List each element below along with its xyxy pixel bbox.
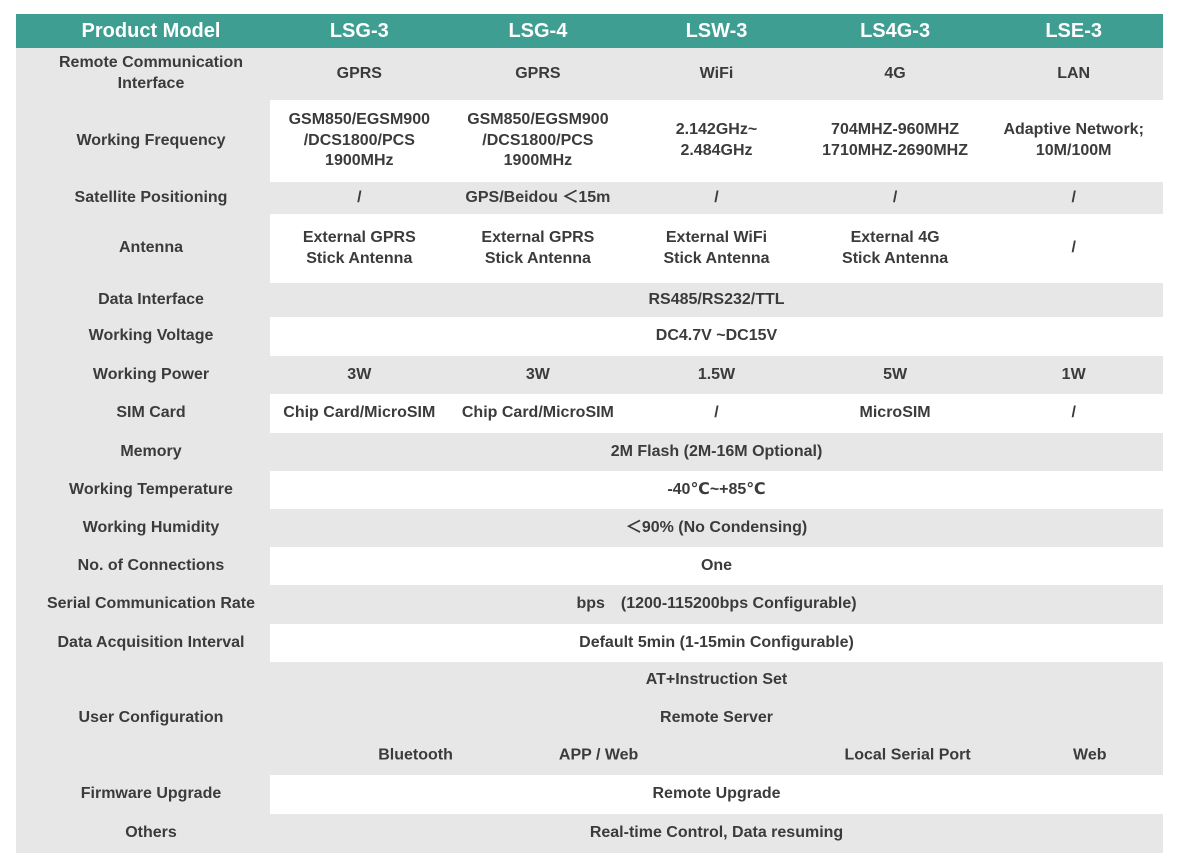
- product-spec-table: Product Model LSG-3 LSG-4 LSW-3 LS4G-3 L…: [16, 14, 1163, 853]
- value-interface-ls4g3: 4G: [884, 64, 906, 82]
- label-memory: Memory: [16, 433, 270, 471]
- value-frequency-lse3: Adaptive Network; 10M/100M: [1003, 121, 1144, 159]
- value-working-temperature: -40℃~+85℃: [667, 480, 766, 498]
- value-user-config-local-serial-port: Local Serial Port: [844, 746, 971, 764]
- label-data-acquisition-interval: Data Acquisition Interval: [16, 624, 270, 662]
- value-sim-ls4g3: MicroSIM: [859, 404, 931, 422]
- header-model-lse3: LSE-3: [1045, 20, 1103, 42]
- row-sim-card: SIM Card Chip Card/MicroSIM Chip Card/Mi…: [16, 394, 1163, 433]
- value-user-config-bluetooth: Bluetooth: [378, 746, 453, 764]
- value-antenna-lse3: /: [1071, 239, 1076, 257]
- value-sim-lsg4: Chip Card/MicroSIM: [461, 404, 614, 422]
- label-satellite-positioning: Satellite Positioning: [16, 182, 270, 214]
- label-working-voltage: Working Voltage: [16, 317, 270, 356]
- label-no-of-connections: No. of Connections: [16, 547, 270, 585]
- value-interface-lsg3: GPRS: [336, 64, 382, 82]
- row-remote-communication-interface: Remote Communication Interface GPRS GPRS…: [16, 48, 1163, 100]
- value-no-of-connections: One: [700, 556, 733, 574]
- value-interface-lsg4: GPRS: [515, 64, 561, 82]
- row-serial-communication-rate: Serial Communication Rate bps (1200-1152…: [16, 585, 1163, 624]
- label-working-temperature: Working Temperature: [16, 471, 270, 509]
- value-memory: 2M Flash (2M-16M Optional): [610, 442, 823, 460]
- value-data-acquisition-interval: Default 5min (1-15min Configurable): [579, 633, 854, 651]
- label-data-interface: Data Interface: [16, 283, 270, 317]
- label-working-power: Working Power: [16, 356, 270, 394]
- row-user-configuration: User Configuration AT+Instruction Set Re…: [16, 662, 1163, 775]
- value-user-config-at-instruction-set: AT+Instruction Set: [645, 671, 788, 689]
- value-antenna-lsg3: External GPRS Stick Antenna: [302, 228, 416, 267]
- value-user-config-app-web: APP / Web: [558, 746, 639, 764]
- row-data-acquisition-interval: Data Acquisition Interval Default 5min (…: [16, 624, 1163, 662]
- value-power-lsg4: 3W: [525, 365, 550, 383]
- row-working-humidity: Working Humidity ＜90% (No Condensing): [16, 509, 1163, 547]
- label-remote-communication-interface: Remote Communication Interface: [16, 48, 270, 100]
- label-sim-card: SIM Card: [16, 394, 270, 433]
- row-firmware-upgrade: Firmware Upgrade Remote Upgrade: [16, 775, 1163, 814]
- value-satellite-ls4g3: /: [892, 188, 898, 206]
- header-model-lsg4: LSG-4: [508, 20, 568, 42]
- header-product-model: Product Model: [81, 20, 221, 42]
- value-serial-communication-rate: bps (1200-115200bps Configurable): [576, 595, 857, 613]
- row-satellite-positioning: Satellite Positioning / GPS/Beidou ＜15m …: [16, 182, 1163, 214]
- value-data-interface: RS485/RS232/TTL: [648, 290, 785, 308]
- row-working-frequency: Working Frequency GSM850/EGSM900 /DCS180…: [16, 100, 1163, 182]
- label-serial-communication-rate: Serial Communication Rate: [16, 585, 270, 624]
- row-working-temperature: Working Temperature -40℃~+85℃: [16, 471, 1163, 509]
- label-firmware-upgrade: Firmware Upgrade: [16, 775, 270, 814]
- value-satellite-lsg3: /: [357, 188, 362, 206]
- header-model-lsg3: LSG-3: [329, 20, 389, 42]
- row-antenna: Antenna External GPRS Stick Antenna Exte…: [16, 214, 1163, 283]
- value-satellite-lsw3: /: [714, 188, 719, 206]
- label-antenna: Antenna: [16, 214, 270, 283]
- value-power-ls4g3: 5W: [883, 365, 908, 383]
- header-model-ls4g3: LS4G-3: [860, 20, 931, 42]
- value-power-lsg3: 3W: [347, 365, 372, 383]
- value-user-config-web: Web: [1073, 746, 1107, 764]
- label-working-frequency: Working Frequency: [16, 100, 270, 182]
- header-model-lsw3: LSW-3: [685, 20, 748, 42]
- value-sim-lse3: /: [1071, 404, 1076, 422]
- value-sim-lsw3: /: [714, 404, 719, 422]
- value-frequency-lsg3: GSM850/EGSM900 /DCS1800/PCS 1900MHz: [288, 110, 430, 170]
- value-sim-lsg3: Chip Card/MicroSIM: [283, 404, 436, 422]
- value-user-config-remote-server: Remote Server: [660, 709, 773, 727]
- value-firmware-upgrade: Remote Upgrade: [652, 785, 781, 803]
- value-power-lsw3: 1.5W: [697, 365, 736, 383]
- value-others: Real-time Control, Data resuming: [589, 824, 844, 842]
- label-others: Others: [16, 814, 270, 853]
- label-user-configuration: User Configuration: [16, 662, 270, 775]
- row-working-power: Working Power 3W 3W 1.5W 5W 1W: [16, 356, 1163, 394]
- row-data-interface: Data Interface RS485/RS232/TTL: [16, 283, 1163, 317]
- value-interface-lsw3: WiFi: [699, 64, 734, 82]
- value-frequency-lsg4: GSM850/EGSM900 /DCS1800/PCS 1900MHz: [467, 110, 609, 170]
- value-frequency-ls4g3: 704MHZ-960MHZ 1710MHZ-2690MHZ: [822, 121, 968, 159]
- row-no-of-connections: No. of Connections One: [16, 547, 1163, 585]
- table-header-row: Product Model LSG-3 LSG-4 LSW-3 LS4G-3 L…: [16, 14, 1163, 48]
- value-satellite-lsg4: GPS/Beidou ＜15m: [465, 188, 611, 206]
- value-satellite-lse3: /: [1071, 188, 1076, 206]
- value-frequency-lsw3: 2.142GHz~ 2.484GHz: [675, 121, 758, 159]
- value-interface-lse3: LAN: [1057, 64, 1091, 82]
- value-power-lse3: 1W: [1061, 365, 1086, 383]
- row-working-voltage: Working Voltage DC4.7V ~DC15V: [16, 317, 1163, 356]
- value-working-voltage: DC4.7V ~DC15V: [655, 327, 778, 345]
- label-working-humidity: Working Humidity: [16, 509, 270, 547]
- value-antenna-lsg4: External GPRS Stick Antenna: [481, 228, 595, 267]
- value-antenna-ls4g3: External 4G Stick Antenna: [842, 228, 949, 267]
- row-others: Others Real-time Control, Data resuming: [16, 814, 1163, 853]
- row-memory: Memory 2M Flash (2M-16M Optional): [16, 433, 1163, 471]
- value-working-humidity: ＜90% (No Condensing): [625, 518, 808, 536]
- value-antenna-lsw3: External WiFi Stick Antenna: [663, 228, 770, 267]
